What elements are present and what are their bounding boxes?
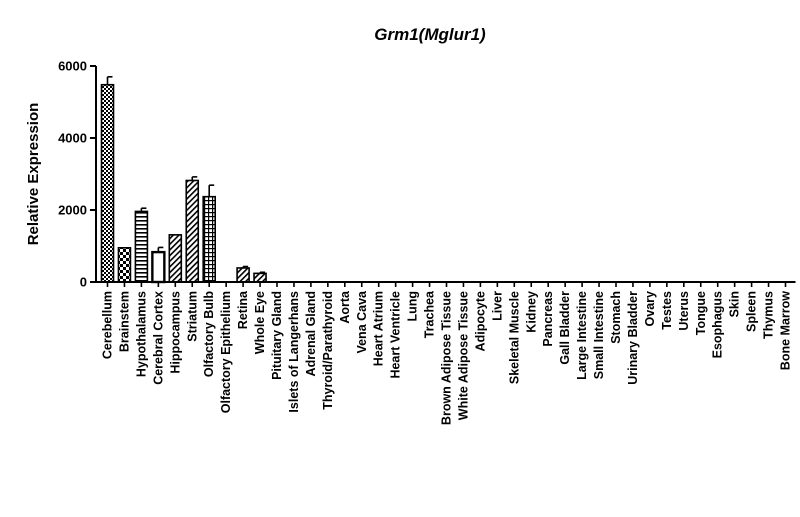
x-tick-label: Hippocampus [168, 291, 182, 374]
x-tick-label: Olfactory Epithelium [219, 291, 233, 413]
x-tick-label: Bone Marrow [779, 291, 793, 370]
y-tick-label: 2000 [58, 203, 87, 218]
x-tick-label: Testes [660, 291, 674, 330]
bar [202, 195, 216, 283]
x-tick-label: Large Intestine [575, 291, 589, 380]
x-tick-label: Adrenal Gland [304, 291, 318, 376]
x-tick-label: Brainstem [117, 291, 131, 352]
x-tick-label: Esophagus [711, 291, 725, 358]
x-tick-label: Tongue [694, 291, 708, 335]
x-tick-label: Uterus [677, 291, 691, 331]
x-tick-label: Gall Bladder [558, 291, 572, 365]
y-axis-label: Relative Expression [25, 103, 42, 246]
x-tick-label: Thyroid/Parathyroid [321, 291, 335, 410]
bar [253, 272, 267, 283]
bar [185, 179, 200, 283]
x-tick-label: Skeletal Muscle [507, 291, 521, 384]
x-tick-label: Islets of Langerhans [287, 291, 301, 413]
x-tick-label: Striatum [185, 291, 199, 342]
chart-title: Grm1(Mglur1) [374, 25, 486, 44]
x-tick-label: Thymus [762, 291, 776, 339]
x-tick-label: White Adipose Tissue [456, 291, 470, 420]
x-tick-label: Spleen [745, 291, 759, 332]
x-tick-label: Trachea [423, 290, 437, 338]
x-tick-label: Heart Atrium [372, 291, 386, 366]
x-tick-label: Liver [490, 291, 504, 321]
x-tick-label: Stomach [609, 291, 623, 344]
x-tick-label: Pituitary Gland [270, 291, 284, 380]
x-tick-label: Brown Adipose Tissue [440, 291, 454, 425]
x-axis: Cerebellum Brainstem Hypothalamus Cerebral … [96, 281, 796, 425]
bar [100, 83, 115, 283]
x-tick-label: Pancreas [541, 291, 555, 347]
x-tick-label: Skin [728, 291, 742, 317]
y-axis: 0 2000 4000 6000 [58, 59, 97, 290]
x-tick-label: Retina [236, 290, 250, 329]
x-tick-label: Urinary Bladder [626, 291, 640, 385]
x-tick-label: Adipocyte [473, 291, 487, 351]
x-tick-label: Kidney [524, 291, 538, 333]
x-tick-label: Olfactory Bulb [202, 291, 216, 377]
bar [236, 267, 250, 283]
y-tick-label: 4000 [58, 131, 87, 146]
bar [117, 247, 132, 283]
x-tick-label: Small Intestine [592, 291, 606, 379]
y-tick-label: 6000 [58, 59, 87, 74]
bar [168, 234, 183, 283]
x-tick-label: Ovary [643, 291, 657, 326]
x-tick-label: Cerebral Cortex [151, 291, 165, 385]
x-tick-label: Cerebellum [101, 291, 115, 359]
x-tick-label: Lung [406, 291, 420, 322]
bars [100, 76, 267, 284]
x-tick-label: Heart Ventricle [389, 291, 403, 379]
bar [134, 210, 149, 283]
x-tick-label: Whole Eye [253, 291, 267, 354]
bar [151, 250, 166, 284]
y-tick-label: 0 [80, 275, 87, 290]
x-tick-label: Vena Cava [355, 290, 369, 354]
x-tick-label: Aorta [338, 290, 352, 324]
x-tick-label: Hypothalamus [134, 291, 148, 377]
